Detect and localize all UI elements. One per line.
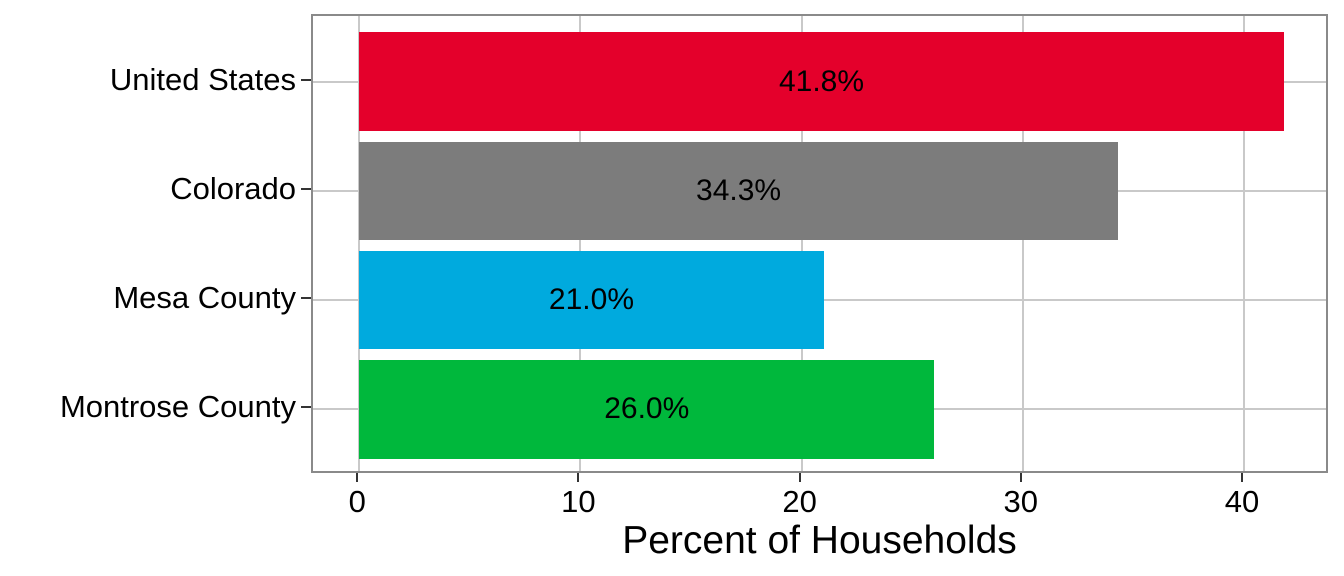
bar-value-label: 21.0% <box>548 283 635 317</box>
plot-area: 41.8% 34.3% 21.0% 26.0% <box>313 16 1326 471</box>
bar <box>359 141 1118 241</box>
y-axis-tick-mark <box>301 187 311 190</box>
y-axis-category-label: Colorado <box>170 170 296 206</box>
y-axis-category-label: Montrose County <box>59 389 296 425</box>
x-axis-tick-label: 0 <box>348 484 366 519</box>
plot-panel: 41.8% 34.3% 21.0% 26.0% <box>311 14 1328 473</box>
y-axis-category-label: Mesa County <box>113 280 296 316</box>
x-axis-tick-label: 40 <box>1224 484 1260 519</box>
x-axis-tick-mark <box>798 473 801 482</box>
bar <box>359 360 935 459</box>
vertical-gridline <box>579 16 582 471</box>
y-axis-tick-mark <box>301 297 311 300</box>
vertical-gridline <box>1242 16 1245 471</box>
bar <box>359 250 824 350</box>
vertical-gridline <box>1021 16 1024 471</box>
bar-value-label: 34.3% <box>696 173 782 207</box>
x-axis-tick-label: 30 <box>1003 484 1039 519</box>
x-axis-tick-mark <box>1240 473 1243 482</box>
vertical-gridline <box>800 16 803 471</box>
bar-value-label: 41.8% <box>778 64 865 98</box>
x-axis-tick-mark <box>356 473 359 482</box>
x-axis-tick-mark <box>577 473 580 482</box>
x-axis-title: Percent of Households <box>622 519 1017 562</box>
bar <box>359 32 1284 131</box>
x-axis-tick-mark <box>1019 473 1022 482</box>
bar-value-label: 26.0% <box>604 392 690 426</box>
y-axis-tick-mark <box>301 406 311 409</box>
vertical-gridline <box>358 16 361 471</box>
y-axis-category-label: United States <box>109 61 296 97</box>
y-axis-tick-mark <box>301 78 311 81</box>
x-axis-tick-label: 20 <box>782 484 817 519</box>
x-axis-tick-label: 10 <box>561 484 596 519</box>
